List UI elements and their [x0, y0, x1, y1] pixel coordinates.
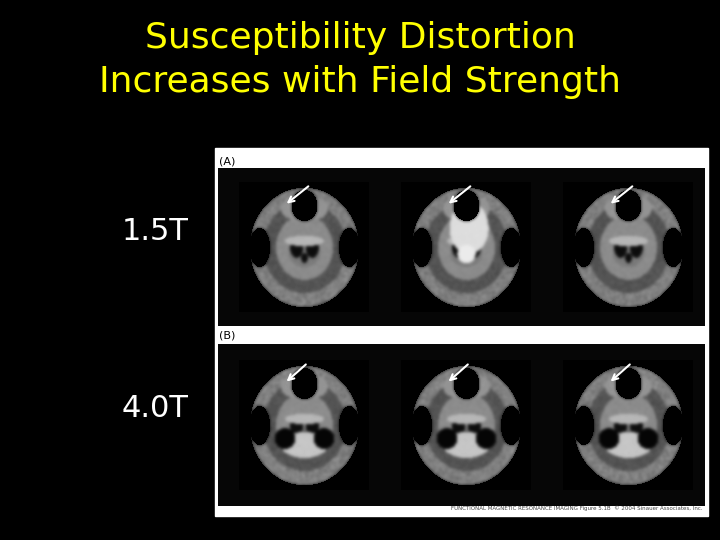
Text: Susceptibility Distortion: Susceptibility Distortion — [145, 21, 575, 55]
Text: (A): (A) — [219, 157, 235, 167]
Bar — [218, 344, 705, 506]
Text: Increases with Field Strength: Increases with Field Strength — [99, 65, 621, 99]
Text: 4.0T: 4.0T — [122, 394, 189, 423]
Text: (B): (B) — [219, 331, 235, 341]
Bar — [218, 168, 705, 326]
Text: 1.5T: 1.5T — [122, 217, 189, 246]
Bar — [215, 148, 708, 516]
Text: FUNCTIONAL MAGNETIC RESONANCE IMAGING Figure 5.1B  © 2004 Sinauer Associates, In: FUNCTIONAL MAGNETIC RESONANCE IMAGING Fi… — [451, 505, 703, 511]
